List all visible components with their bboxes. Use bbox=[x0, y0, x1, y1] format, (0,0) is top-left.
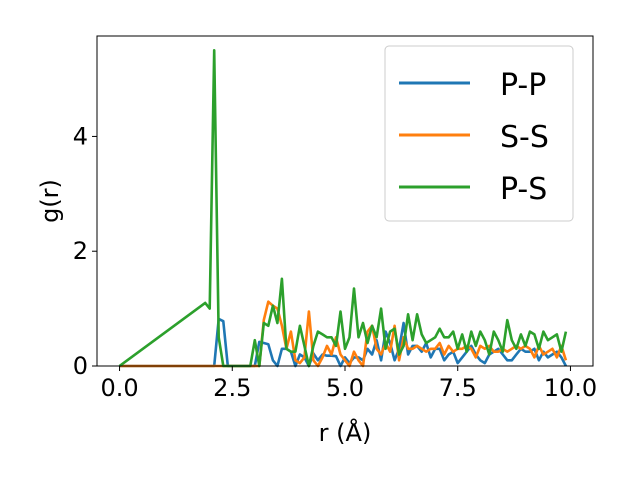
y-tick-label: 0 bbox=[73, 352, 88, 380]
legend-label-s-s: S-S bbox=[500, 120, 549, 155]
x-tick-label: 0.0 bbox=[100, 374, 138, 402]
legend: P-P S-S P-S bbox=[384, 45, 574, 222]
ticks-layer: 0.0 2.5 5.0 7.5 10.0 0 2 4 bbox=[73, 122, 597, 402]
series-line-s-s bbox=[119, 300, 568, 368]
x-tick-label: 10.0 bbox=[544, 374, 597, 402]
series-line-p-p bbox=[119, 317, 568, 368]
series-layer bbox=[118, 48, 568, 368]
legend-label-p-s: P-S bbox=[500, 172, 547, 207]
x-tick-label: 7.5 bbox=[439, 374, 477, 402]
legend-label-p-p: P-P bbox=[500, 68, 546, 103]
y-tick-label: 2 bbox=[73, 237, 88, 265]
x-axis-label: r (Å) bbox=[319, 418, 372, 447]
legend-box bbox=[384, 45, 574, 222]
y-axis-label: g(r) bbox=[36, 179, 64, 223]
x-tick-label: 5.0 bbox=[326, 374, 364, 402]
series-line-p-s bbox=[118, 48, 568, 368]
y-tick-label: 4 bbox=[73, 122, 88, 150]
x-tick-label: 2.5 bbox=[213, 374, 251, 402]
